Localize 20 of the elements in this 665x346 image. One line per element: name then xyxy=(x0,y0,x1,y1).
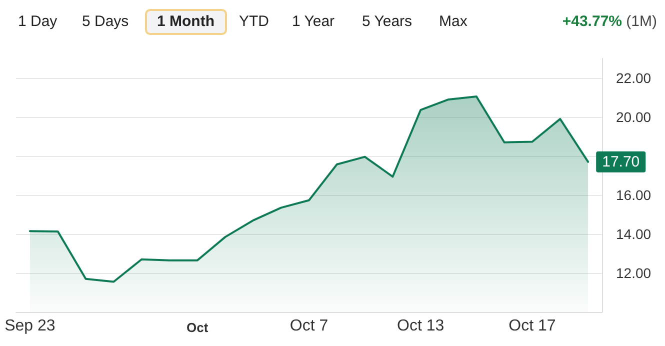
text: Max xyxy=(438,12,468,32)
text: 1 Month xyxy=(145,9,226,35)
y-tick-label: 22.00 xyxy=(616,70,652,86)
text: 1 Year xyxy=(291,12,336,32)
x-tick-label: Sep 23 xyxy=(4,318,56,334)
y-tick-label: 12.00 xyxy=(616,265,652,281)
x-tick-label: Oct 17 xyxy=(508,318,556,334)
x-tick-label: Oct xyxy=(186,320,209,335)
text: YTD xyxy=(238,12,270,32)
text: (1M) xyxy=(625,13,657,30)
y-tick-label: 14.00 xyxy=(616,226,652,242)
x-tick-label: Oct 13 xyxy=(397,318,444,334)
y-tick-label: 20.00 xyxy=(616,109,652,125)
text: +43.77% xyxy=(562,13,622,30)
x-tick-label: Oct 7 xyxy=(290,318,328,334)
text: 5 Days xyxy=(81,12,130,32)
text: 5 Years xyxy=(361,12,414,32)
text: 1 Day xyxy=(17,12,58,32)
y-tick-label: 16.00 xyxy=(616,187,652,203)
data-label: 17.70 xyxy=(602,153,640,170)
